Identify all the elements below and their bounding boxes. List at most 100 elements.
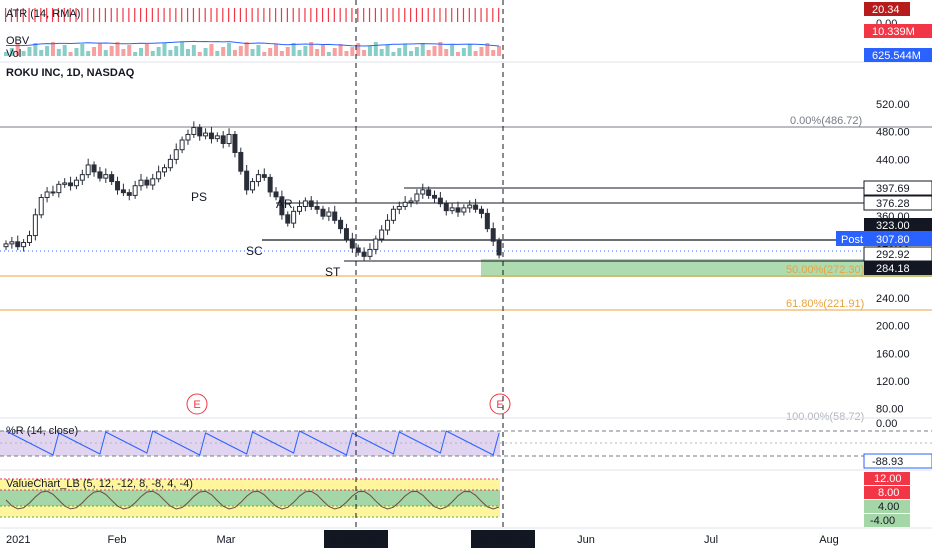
earnings-marker-2[interactable]: E [489, 393, 511, 415]
volume-bar [250, 49, 255, 56]
volume-bar [409, 51, 414, 56]
atr-bar [228, 8, 230, 22]
x-crosshair-badge [324, 530, 388, 548]
candle-body [38, 196, 44, 216]
volume-bar [391, 52, 396, 56]
annotation-sc: SC [246, 244, 263, 258]
atr-bar [181, 8, 183, 22]
atr-bar [110, 8, 112, 22]
candle-body [267, 176, 273, 193]
annotation-st: ST [325, 265, 341, 279]
candle-body [244, 170, 250, 191]
support-zone [481, 259, 932, 277]
atr-bar [339, 8, 341, 22]
post-value: 307.80 [876, 234, 910, 246]
volume-bar [103, 50, 108, 56]
atr-bar [128, 8, 130, 22]
volume-bar [86, 51, 91, 56]
atr-bar [263, 8, 265, 22]
atr-bar [427, 8, 429, 22]
candle-body [232, 133, 238, 153]
svg-text:284.18: 284.18 [876, 263, 910, 275]
volume-bar [403, 44, 408, 56]
earnings-marker-1[interactable]: E [186, 393, 208, 415]
volume-bar [362, 50, 367, 56]
svg-text:8.00: 8.00 [878, 487, 899, 499]
atr-bar [87, 8, 89, 22]
svg-text:-4.00: -4.00 [870, 515, 895, 527]
volume-histogram [4, 42, 502, 56]
candle-body [126, 192, 132, 196]
y-tick-label: 480.00 [876, 127, 910, 139]
atr-bar [57, 8, 60, 22]
volume-bar [185, 49, 190, 56]
atr-bar [374, 8, 377, 22]
candle-body [226, 133, 232, 144]
volume-bar [50, 42, 55, 56]
vc-band-bot [0, 506, 500, 517]
atr-bar [392, 8, 394, 22]
price-badge-284: 284.18 [864, 261, 932, 275]
volume-bar [109, 46, 114, 56]
atr-bar [474, 8, 476, 22]
candle-body [173, 149, 179, 160]
atr-bar [204, 8, 206, 22]
svg-text:625.544M: 625.544M [872, 50, 921, 62]
fib-50-label: 50.00%(272.30) [786, 264, 864, 276]
atr-value-badge: 20.34 [864, 2, 910, 16]
candle-body [390, 208, 396, 221]
candle-body [73, 179, 79, 187]
candle-body [9, 241, 15, 245]
candle-body [3, 243, 9, 248]
volume-bar [379, 49, 384, 56]
atr-bar [327, 8, 330, 22]
atr-bar [486, 8, 488, 22]
time-axis[interactable]: 2021 Feb Mar 31 Mar '21 07 May '21 Jun Jul Aug [6, 530, 839, 548]
candle-body [402, 201, 408, 207]
volume-bar [397, 48, 402, 56]
atr-bar [116, 8, 118, 22]
volume-bar [244, 42, 249, 56]
candle-body [496, 240, 502, 256]
candle-body [308, 200, 314, 207]
candle-body [320, 208, 326, 217]
volume-bar [174, 46, 179, 56]
vc-4-badge: 4.00 [864, 500, 910, 513]
atr-bar [151, 8, 153, 22]
svg-text:397.69: 397.69 [876, 183, 910, 195]
atr-bar [93, 8, 95, 22]
vc-m4-badge: -4.00 [864, 514, 910, 527]
candle-body [367, 248, 373, 257]
candle-body [167, 158, 173, 169]
candle-body [355, 247, 361, 253]
y-tick-label: 520.00 [876, 99, 910, 111]
volume-bar [455, 52, 460, 56]
volume-bar [15, 44, 20, 56]
volume-bar [479, 47, 484, 56]
volume-bar [4, 52, 8, 56]
atr-bar [239, 8, 241, 22]
wr-line [5, 430, 500, 456]
y-tick-label: 440.00 [876, 154, 910, 166]
atr-bar [22, 8, 24, 22]
candle-body [214, 135, 220, 140]
volume-bar [127, 45, 132, 56]
atr-bar [257, 8, 259, 22]
fib-100-label: 100.00%(58.72) [786, 411, 864, 423]
candle-body [208, 132, 214, 140]
atr-bar [316, 8, 318, 22]
atr-bar [222, 8, 224, 22]
atr-bar [69, 8, 71, 22]
atr-bar [275, 8, 277, 22]
atr-bar [357, 8, 359, 22]
atr-bar [163, 8, 165, 22]
candle-body [314, 205, 320, 210]
candle-body [414, 193, 420, 202]
candle-body [478, 208, 484, 214]
atr-bar [421, 8, 423, 22]
candle-body [56, 183, 62, 194]
atr-bar [286, 8, 288, 22]
atr-bar [216, 8, 218, 22]
obv-line [5, 40, 500, 47]
